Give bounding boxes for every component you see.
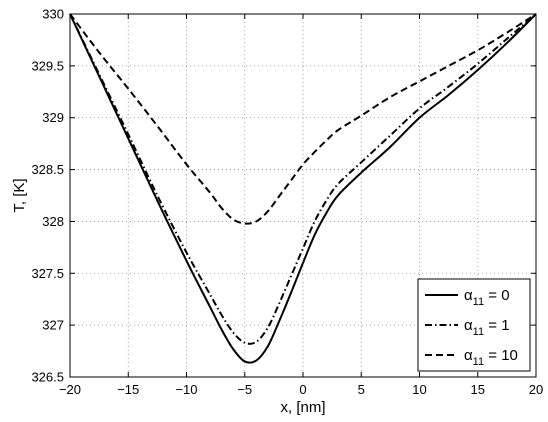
legend-symbol: α [464, 287, 473, 304]
series-line-alpha11-1 [69, 13, 537, 345]
y-tick-label: 328.5 [31, 162, 64, 177]
legend-value: = 0 [484, 287, 509, 304]
y-tick-label: 328 [42, 214, 64, 229]
y-tick-label: 327 [42, 318, 64, 333]
x-tick-label: 5 [358, 382, 365, 397]
legend-label-alpha11-10: α11 = 10 [464, 347, 518, 368]
legend-label-alpha11-1: α11 = 1 [464, 317, 510, 338]
x-tick-labels: −20 −15 −10 −5 0 5 10 15 20 [59, 382, 543, 397]
series-line-alpha11-10 [69, 13, 537, 225]
x-tick-label: −20 [59, 382, 81, 397]
y-tick-label: 329 [42, 110, 64, 125]
legend-label-alpha11-0: α11 = 0 [464, 287, 510, 308]
axis-ticks [69, 13, 537, 378]
legend-value: = 10 [484, 347, 518, 364]
legend-subscript: 11 [473, 326, 484, 338]
legend-subscript: 11 [473, 296, 484, 308]
x-tick-label: 15 [471, 382, 485, 397]
y-tick-label: 327.5 [31, 266, 64, 281]
x-tick-label: −5 [237, 382, 252, 397]
legend-value: = 1 [484, 317, 509, 334]
y-tick-label: 330 [42, 7, 64, 22]
y-tick-label: 329.5 [31, 58, 64, 73]
x-tick-label: −10 [175, 382, 197, 397]
grid-lines [70, 14, 536, 377]
legend-symbol: α [464, 317, 473, 334]
x-tick-label: 10 [412, 382, 426, 397]
x-tick-label: 0 [299, 382, 306, 397]
y-tick-labels: 326.5 327 327.5 328 328.5 329 329.5 330 [31, 7, 64, 385]
series-layer [69, 13, 537, 364]
series-line-alpha11-0 [69, 13, 537, 364]
x-tick-label: −15 [117, 382, 139, 397]
x-axis-label: x, [nm] [280, 399, 325, 416]
legend-subscript: 11 [473, 356, 484, 368]
y-tick-label: 326.5 [31, 370, 64, 385]
legend-symbol: α [464, 347, 473, 364]
x-tick-label: 20 [529, 382, 543, 397]
y-axis-label: T, [K] [11, 178, 28, 212]
